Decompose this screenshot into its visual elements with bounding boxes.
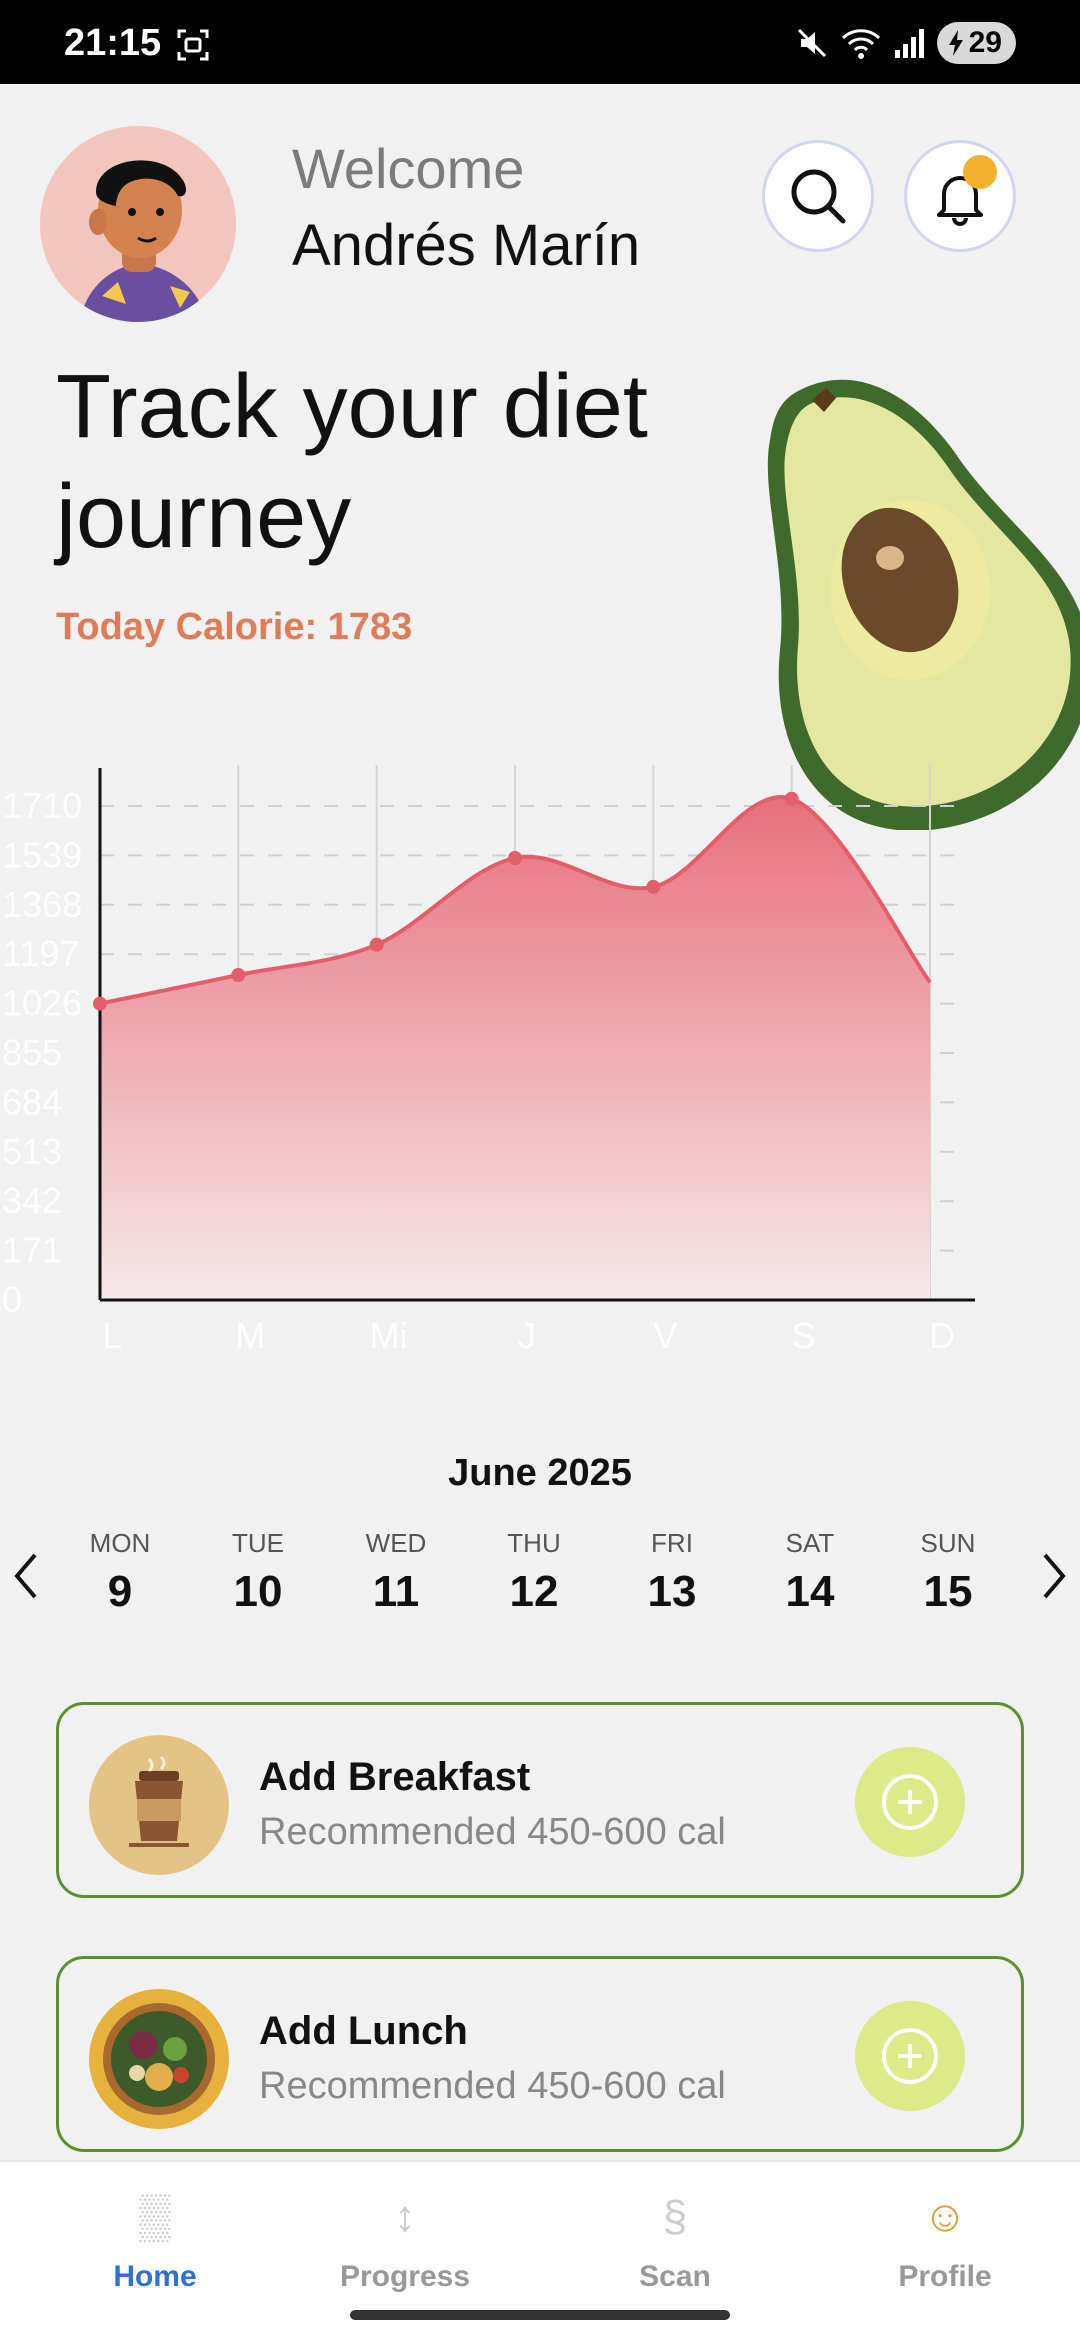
welcome-text: Welcome	[292, 137, 525, 200]
day-number: 13	[647, 1567, 697, 1616]
search-button[interactable]	[762, 140, 874, 252]
day-name: WED	[365, 1528, 427, 1558]
x-tick-label: D	[929, 1315, 955, 1356]
day-number: 10	[233, 1567, 283, 1616]
meal-recommendation: Recommended 450-600 cal	[259, 1811, 726, 1853]
breakfast-card[interactable]: Add Breakfast Recommended 450-600 cal	[56, 1702, 1024, 1898]
scan-icon: §	[662, 2192, 688, 2241]
day-name: TUE	[232, 1528, 284, 1558]
signal-icon	[894, 29, 924, 58]
day-thu[interactable]: THU 12	[474, 1528, 594, 1617]
lunch-card[interactable]: Add Lunch Recommended 450-600 cal	[56, 1956, 1024, 2152]
battery-level: 29	[968, 26, 1002, 59]
mute-icon	[797, 28, 826, 58]
meal-recommendation: Recommended 450-600 cal	[259, 2065, 726, 2107]
nav-label: Progress	[339, 2260, 471, 2293]
nav-profile[interactable]: ☺ Profile	[810, 2192, 1080, 2294]
next-week-button[interactable]	[1034, 1546, 1074, 1606]
data-point	[784, 791, 799, 806]
search-icon	[791, 169, 846, 224]
charging-icon	[948, 30, 963, 56]
today-calorie: Today Calorie: 1783	[56, 606, 413, 648]
status-bar: 21:15 29	[0, 0, 1080, 84]
data-point	[93, 996, 107, 1011]
calorie-chart: 0 171 342 513 684 855 1026 1197 1368 1539 1710 L M M…	[2, 765, 975, 1356]
chevron-right-icon	[1043, 1553, 1066, 1599]
data-point	[369, 937, 384, 952]
x-tick-label: S	[792, 1315, 816, 1356]
day-fri[interactable]: FRI 13	[612, 1528, 732, 1617]
data-point	[231, 968, 246, 982]
day-number: 9	[107, 1567, 133, 1616]
day-name: SUN	[920, 1528, 976, 1558]
y-tick-label: 171	[2, 1230, 62, 1271]
progress-icon: ↕	[394, 2192, 416, 2241]
coffee-cup-icon	[89, 1735, 229, 1875]
nav-label: Profile	[898, 2260, 992, 2293]
y-tick-label: 1368	[2, 884, 82, 925]
status-icons: 29	[795, 22, 1016, 64]
page-title: Track your diet journey	[56, 357, 648, 567]
day-name: FRI	[651, 1528, 693, 1558]
data-point	[646, 879, 661, 894]
y-tick-label: 855	[2, 1032, 62, 1073]
x-tick-label: J	[518, 1315, 536, 1356]
meal-title: Add Breakfast	[259, 1755, 531, 1799]
home-icon: ▒	[139, 2192, 171, 2241]
user-name: Andrés Marín	[292, 213, 641, 278]
y-tick-label: 513	[2, 1131, 62, 1172]
meal-title: Add Lunch	[259, 2009, 468, 2053]
nav-scan[interactable]: § Scan	[540, 2192, 810, 2294]
notifications-button[interactable]	[904, 140, 1016, 252]
wifi-icon	[841, 29, 880, 59]
y-tick-label: 1197	[2, 933, 79, 974]
day-number: 15	[923, 1567, 973, 1616]
nav-label: Scan	[639, 2260, 711, 2293]
y-tick-label: 1710	[2, 785, 82, 826]
data-point	[508, 851, 522, 865]
day-name: THU	[507, 1528, 561, 1558]
y-tick-label: 1026	[2, 983, 82, 1024]
x-tick-label: L	[102, 1315, 122, 1356]
day-number: 12	[509, 1567, 559, 1616]
add-breakfast-button[interactable]	[855, 1747, 965, 1857]
day-tue[interactable]: TUE 10	[198, 1528, 318, 1617]
plus-circle-icon	[882, 1774, 938, 1830]
day-sat[interactable]: SAT 14	[750, 1528, 870, 1617]
x-tick-label: V	[653, 1315, 677, 1356]
x-tick-label: M	[235, 1315, 265, 1356]
day-wed[interactable]: WED 11	[336, 1528, 456, 1617]
day-number: 11	[372, 1567, 420, 1616]
chart-area-fill	[100, 796, 930, 1300]
plus-circle-icon	[882, 2028, 938, 2084]
avatar[interactable]	[40, 126, 236, 322]
day-number: 14	[785, 1567, 835, 1616]
y-tick-label: 684	[2, 1081, 62, 1122]
chevron-left-icon	[14, 1553, 37, 1599]
notification-badge	[963, 155, 997, 189]
nav-label: Home	[113, 2260, 197, 2293]
home-indicator[interactable]	[350, 2310, 730, 2320]
day-name: SAT	[785, 1528, 835, 1558]
chart-series-line	[99, 795, 932, 1006]
battery-indicator: 29	[936, 22, 1016, 64]
prev-week-button[interactable]	[6, 1546, 46, 1606]
salad-bowl-icon	[89, 1989, 229, 2129]
y-tick-label: 1539	[2, 834, 82, 875]
day-name: MON	[89, 1528, 151, 1558]
status-time: 21:15	[64, 22, 162, 64]
nav-home[interactable]: ▒ Home	[20, 2192, 290, 2294]
y-tick-label: 0	[2, 1279, 22, 1320]
screen-capture-icon	[177, 29, 209, 61]
day-mon[interactable]: MON 9	[60, 1528, 180, 1617]
y-tick-label: 342	[2, 1180, 62, 1221]
day-sun[interactable]: SUN 15	[888, 1528, 1008, 1617]
add-lunch-button[interactable]	[855, 2001, 965, 2111]
avocado-illustration	[767, 379, 1080, 830]
profile-icon: ☺	[922, 2192, 968, 2241]
nav-progress[interactable]: ↕ Progress	[270, 2192, 540, 2294]
calendar-month: June 2025	[448, 1452, 632, 1494]
x-tick-label: Mi	[370, 1315, 408, 1356]
avatar-illustration	[80, 160, 206, 322]
